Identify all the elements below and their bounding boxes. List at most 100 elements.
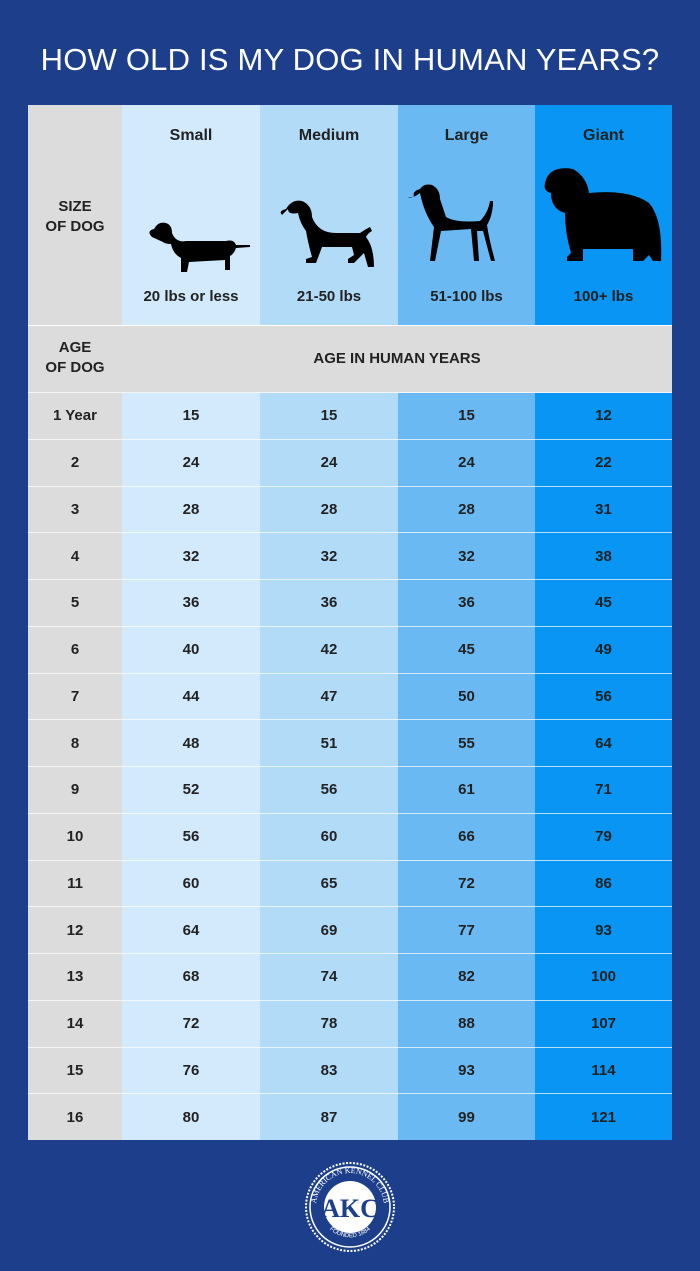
header-giant: Giant 100+ lbs	[535, 105, 672, 325]
human-age-large-cell: 24	[458, 454, 475, 472]
label-line: OF DOG	[45, 218, 105, 235]
human-age-medium-cell: 87	[320, 1108, 338, 1126]
newfoundland-silhouette-icon	[544, 168, 662, 261]
dog-age-cell: 12	[66, 921, 84, 939]
human-age-giant-cell: 93	[595, 921, 612, 939]
human-age-small-cell: 52	[182, 781, 200, 799]
dog-age-cell: 2	[70, 454, 80, 472]
human-age-large-cell: 61	[458, 781, 475, 799]
human-age-giant-cell: 100	[590, 968, 617, 986]
human-age-small-cell: 36	[182, 594, 200, 612]
label-column	[28, 105, 122, 1140]
size-weight: 100+ lbs	[573, 288, 634, 305]
human-age-small-cell: 48	[182, 734, 200, 752]
human-age-small-cell: 40	[182, 641, 200, 659]
age-in-human-years-header: AGE IN HUMAN YEARS	[313, 350, 481, 367]
human-age-giant-cell: 45	[595, 594, 612, 612]
dog-age-cell: 6	[70, 641, 80, 659]
human-age-medium-cell: 32	[320, 547, 338, 565]
human-age-medium-cell: 42	[320, 641, 338, 659]
size-name: Small	[169, 127, 213, 144]
dog-age-cell: 14	[66, 1015, 84, 1033]
dog-age-cell: 4	[70, 547, 80, 565]
human-age-medium-cell: 65	[320, 874, 338, 892]
pointer-silhouette-icon	[408, 184, 495, 261]
svg-text:AKC: AKC	[321, 1194, 379, 1223]
human-age-giant-cell: 12	[595, 407, 612, 425]
human-age-medium-cell: 24	[320, 454, 338, 472]
dog-age-cell: 1 Year	[53, 407, 97, 425]
human-age-large-cell: 36	[458, 594, 475, 612]
label-line: OF DOG	[45, 359, 105, 376]
human-age-large-cell: 66	[458, 828, 475, 846]
age-header-row: AGE OF DOG AGE IN HUMAN YEARS	[28, 325, 672, 393]
human-age-medium-cell: 47	[320, 687, 338, 705]
human-age-small-cell: 80	[182, 1108, 200, 1126]
human-age-giant-cell: 38	[595, 547, 612, 565]
human-age-medium-cell: 15	[320, 407, 338, 425]
human-age-giant-cell: 107	[590, 1015, 617, 1033]
table-body: 1 Year 15 15 15 12 2 24 24 24 22 3 28 28 28 31 4 32 32 32 3…	[28, 392, 672, 1140]
human-age-giant-cell: 31	[595, 500, 612, 518]
table-row: 14 72 78 88 107	[28, 999, 672, 1047]
table-row: 2 24 24 24 22	[28, 438, 672, 486]
dachshund-silhouette-icon	[149, 222, 250, 272]
size-weight: 51-100 lbs	[430, 288, 503, 305]
human-age-giant-cell: 86	[595, 874, 612, 892]
human-age-large-cell: 45	[458, 641, 475, 659]
header-large: Large 51-100 lbs	[398, 105, 535, 325]
table-row: 5 36 36 36 45	[28, 579, 672, 626]
dog-age-cell: 13	[66, 968, 84, 986]
human-age-medium-cell: 51	[320, 734, 338, 752]
human-age-large-cell: 99	[458, 1108, 475, 1126]
table-row: 13 68 74 82 100	[28, 953, 672, 1000]
human-age-medium-cell: 56	[320, 781, 338, 799]
header-medium: Medium 21-50 lbs	[260, 105, 398, 325]
akc-logo: AKC AMERICAN KENNEL CLUB FOUNDED 1884	[305, 1162, 395, 1252]
human-age-small-cell: 68	[182, 968, 200, 986]
human-age-medium-cell: 60	[320, 828, 338, 846]
human-age-small-cell: 44	[182, 687, 200, 705]
human-age-giant-cell: 56	[595, 687, 612, 705]
dog-age-cell: 11	[67, 874, 83, 892]
human-age-medium-cell: 74	[320, 968, 338, 986]
age-of-dog-label: AGE OF DOG	[28, 338, 122, 378]
human-age-large-cell: 50	[458, 687, 475, 705]
human-age-small-cell: 28	[182, 500, 200, 518]
dog-age-cell: 16	[66, 1108, 84, 1126]
table-row: 3 28 28 28 31	[28, 485, 672, 533]
size-of-dog-label: SIZE OF DOG	[28, 197, 122, 237]
size-name: Giant	[583, 127, 624, 144]
human-age-small-cell: 64	[182, 921, 200, 939]
human-age-large-cell: 93	[458, 1061, 475, 1079]
human-age-large-cell: 28	[458, 500, 475, 518]
table-row: 7 44 47 50 56	[28, 672, 672, 720]
human-age-large-cell: 15	[458, 407, 475, 425]
human-age-small-cell: 24	[182, 454, 200, 472]
human-age-small-cell: 56	[182, 828, 200, 846]
spaniel-silhouette-icon	[280, 200, 374, 267]
size-weight: 20 lbs or less	[143, 288, 239, 305]
size-weight: 21-50 lbs	[296, 288, 362, 305]
human-age-giant-cell: 71	[595, 781, 612, 799]
dog-age-table: SIZE OF DOG Small 20 lbs or less Medium …	[28, 105, 672, 1140]
human-age-giant-cell: 49	[595, 641, 612, 659]
dog-age-cell: 5	[70, 594, 80, 612]
header-small: Small 20 lbs or less	[122, 105, 260, 325]
human-age-small-cell: 60	[182, 874, 200, 892]
human-age-large-cell: 88	[458, 1015, 475, 1033]
human-age-small-cell: 15	[182, 407, 200, 425]
label-line: SIZE	[58, 198, 92, 215]
page-title: HOW OLD IS MY DOG IN HUMAN YEARS?	[40, 42, 660, 77]
human-age-giant-cell: 22	[595, 454, 612, 472]
dog-age-cell: 3	[70, 500, 80, 518]
table-row: 6 40 42 45 49	[28, 625, 672, 673]
human-age-large-cell: 72	[458, 874, 475, 892]
human-age-medium-cell: 83	[320, 1061, 338, 1079]
human-age-large-cell: 32	[458, 547, 475, 565]
table-row: 10 56 60 66 79	[28, 812, 672, 860]
human-age-large-cell: 77	[458, 921, 475, 939]
human-age-small-cell: 72	[182, 1015, 200, 1033]
human-age-giant-cell: 64	[595, 734, 612, 752]
human-age-giant-cell: 79	[595, 828, 612, 846]
